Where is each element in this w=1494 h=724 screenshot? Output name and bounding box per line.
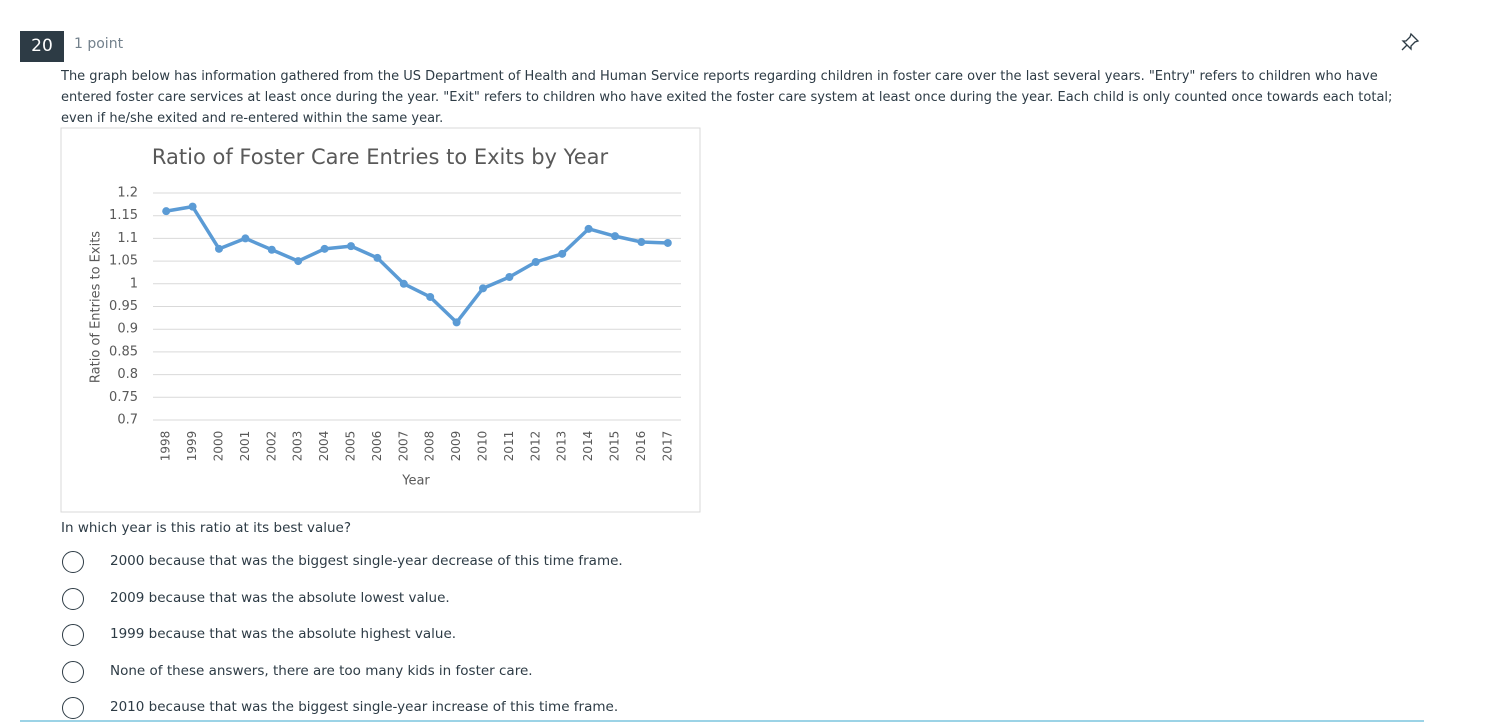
data-point (637, 238, 646, 247)
y-tick-label: 0.85 (109, 344, 138, 359)
data-point (558, 249, 567, 258)
data-point (347, 242, 355, 251)
option-label[interactable]: 2009 because that was the absolute lowes… (110, 589, 450, 606)
data-point (294, 257, 303, 266)
y-tick-label: 0.7 (117, 413, 138, 428)
data-point (188, 202, 197, 211)
x-tick-label: 2010 (476, 431, 490, 462)
radio-button[interactable] (62, 587, 84, 610)
data-point (215, 244, 223, 253)
x-tick-label: 2000 (212, 431, 226, 462)
x-tick-label: 2003 (291, 431, 305, 462)
data-point (452, 318, 461, 327)
y-tick-label: 0.8 (117, 367, 138, 382)
y-tick-label: 0.95 (109, 299, 138, 314)
data-point (373, 253, 382, 262)
x-tick-label: 2007 (396, 431, 410, 462)
data-point (267, 245, 276, 254)
chart-frame (60, 127, 701, 513)
x-tick-label: 2015 (608, 431, 622, 462)
data-point (241, 234, 250, 243)
x-tick-label: 2005 (344, 431, 358, 462)
y-tick-label: 1 (130, 276, 138, 291)
x-tick-label: 2016 (634, 431, 648, 462)
y-tick-label: 1.2 (117, 186, 138, 201)
pin-icon[interactable] (1400, 32, 1420, 52)
data-point (399, 279, 408, 288)
x-tick-label: 2001 (238, 431, 252, 462)
chart: Ratio of Foster Care Entries to Exits by… (60, 127, 701, 513)
x-tick-label: 2006 (370, 431, 384, 462)
data-point (611, 232, 619, 241)
x-tick-label: 2008 (423, 431, 437, 462)
question-number: 20 (20, 31, 64, 62)
x-tick-label: 2002 (264, 431, 278, 462)
data-point (162, 207, 171, 216)
divider (20, 720, 1424, 722)
points: 1 point (74, 36, 124, 52)
y-tick-label: 0.75 (109, 390, 138, 405)
x-tick-label: 2011 (502, 431, 516, 462)
data-line (165, 204, 668, 325)
radio-button[interactable] (62, 624, 84, 646)
option-label[interactable]: None of these answers, there are too man… (110, 662, 533, 679)
data-point (663, 238, 672, 247)
radio-button[interactable] (62, 697, 84, 719)
data-point (426, 292, 435, 301)
y-tick-label: 1.1 (117, 231, 138, 246)
data-point (531, 258, 540, 267)
x-tick-label: 2004 (317, 431, 331, 462)
y-axis-label: Ratio of Entries to Exits (89, 231, 104, 383)
data-point (479, 284, 487, 293)
option-label[interactable]: 1999 because that was the absolute highe… (110, 626, 457, 642)
data-point (584, 224, 593, 233)
x-tick-label: 1998 (159, 431, 173, 462)
question-ask: In which year is this ratio at its best … (61, 520, 352, 536)
x-tick-label: 1999 (185, 431, 199, 462)
option-label[interactable]: 2010 because that was the biggest single… (110, 699, 619, 715)
chart-title: Ratio of Foster Care Entries to Exits by… (152, 145, 609, 169)
question-prompt: The graph below has information gathered… (61, 69, 1393, 126)
x-tick-label: 2012 (528, 431, 542, 462)
x-tick-label: 2009 (449, 431, 463, 462)
data-point (505, 272, 514, 281)
x-axis-label: Year (401, 474, 430, 489)
y-tick-label: 0.9 (117, 322, 138, 337)
data-point (320, 244, 329, 253)
x-tick-label: 2014 (581, 431, 595, 462)
y-tick-label: 1.05 (109, 254, 138, 269)
radio-button[interactable] (62, 660, 84, 683)
y-tick-label: 1.15 (109, 208, 138, 223)
x-tick-label: 2017 (660, 431, 674, 462)
option-label[interactable]: 2000 because that was the biggest single… (110, 553, 623, 569)
x-tick-label: 2013 (555, 431, 569, 462)
radio-button[interactable] (62, 551, 84, 573)
